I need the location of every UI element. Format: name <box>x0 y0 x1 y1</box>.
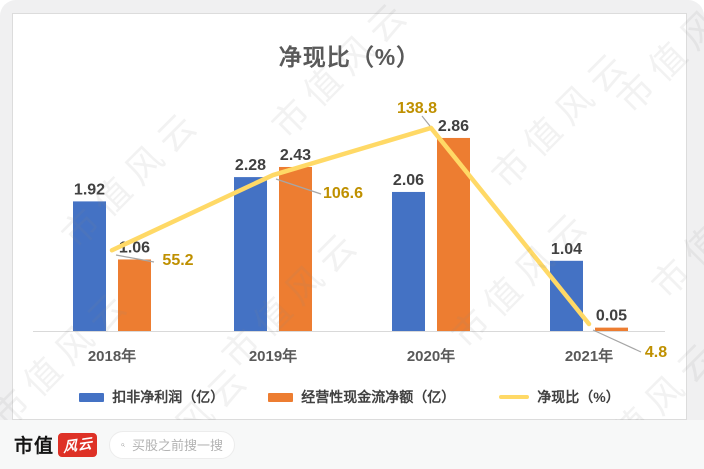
search-icon <box>121 442 125 447</box>
svg-text:1.92: 1.92 <box>74 181 105 198</box>
svg-text:2020年: 2020年 <box>407 347 455 365</box>
chart-legend: 扣非净利润（亿） 经营性现金流净额（亿） 净现比（%） <box>13 387 686 407</box>
svg-text:2.28: 2.28 <box>235 157 266 174</box>
legend-swatch-orange-bar <box>268 392 294 402</box>
svg-text:1.04: 1.04 <box>551 241 582 258</box>
footer-bar: 市值 风云 买股之前搜一搜 <box>0 420 704 469</box>
chart-card: 1.92 2.28 2.06 1.04 1.06 2.43 2.86 0.05 55.2 106.… <box>12 13 687 420</box>
legend-item-net-profit: 扣非净利润（亿） <box>79 387 224 407</box>
svg-text:106.6: 106.6 <box>323 185 363 202</box>
svg-text:2.43: 2.43 <box>280 147 311 164</box>
svg-text:4.8: 4.8 <box>645 344 667 361</box>
chart-title: 净现比（%） <box>278 44 421 70</box>
brand-logo: 市值 风云 <box>14 431 98 458</box>
brand-seal: 风云 <box>58 432 98 457</box>
svg-text:2.86: 2.86 <box>438 118 469 135</box>
svg-text:2019年: 2019年 <box>249 347 297 365</box>
svg-text:2018年: 2018年 <box>88 347 136 365</box>
legend-swatch-yellow-line <box>499 395 530 399</box>
legend-swatch-blue-bar <box>79 392 105 402</box>
legend-item-operating-cashflow: 经营性现金流净额（亿） <box>268 387 455 407</box>
legend-label-operating-cashflow: 经营性现金流净额（亿） <box>301 389 456 405</box>
legend-label-net-cash-ratio: 净现比（%） <box>537 389 620 405</box>
svg-text:2021年: 2021年 <box>565 347 613 365</box>
brand-text: 市值 <box>14 436 55 457</box>
search-placeholder: 买股之前搜一搜 <box>132 438 224 453</box>
search-input[interactable]: 买股之前搜一搜 <box>109 430 236 459</box>
svg-text:0.05: 0.05 <box>596 308 627 325</box>
svg-text:2.06: 2.06 <box>393 172 424 189</box>
svg-text:138.8: 138.8 <box>397 100 437 117</box>
legend-label-net-profit: 扣非净利润（亿） <box>112 389 225 405</box>
svg-text:55.2: 55.2 <box>162 252 193 269</box>
combo-chart: 1.922.282.061.041.062.432.860.0555.2106.… <box>33 100 667 365</box>
legend-item-net-cash-ratio: 净现比（%） <box>499 387 620 407</box>
